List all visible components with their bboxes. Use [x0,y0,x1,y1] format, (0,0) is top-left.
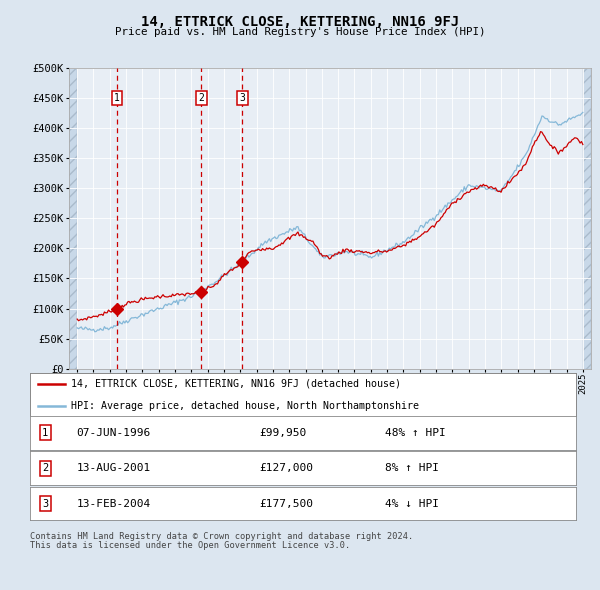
Text: 07-JUN-1996: 07-JUN-1996 [76,428,151,438]
Text: 8% ↑ HPI: 8% ↑ HPI [385,463,439,473]
Text: 3: 3 [239,93,245,103]
Text: £177,500: £177,500 [259,499,313,509]
Text: This data is licensed under the Open Government Licence v3.0.: This data is licensed under the Open Gov… [30,541,350,550]
Text: 13-AUG-2001: 13-AUG-2001 [76,463,151,473]
Text: 2: 2 [199,93,204,103]
Text: 1: 1 [114,93,120,103]
Text: 14, ETTRICK CLOSE, KETTERING, NN16 9FJ: 14, ETTRICK CLOSE, KETTERING, NN16 9FJ [141,15,459,29]
Text: £99,950: £99,950 [259,428,307,438]
Text: £127,000: £127,000 [259,463,313,473]
Text: Price paid vs. HM Land Registry's House Price Index (HPI): Price paid vs. HM Land Registry's House … [115,27,485,37]
Text: 13-FEB-2004: 13-FEB-2004 [76,499,151,509]
Text: Contains HM Land Registry data © Crown copyright and database right 2024.: Contains HM Land Registry data © Crown c… [30,532,413,541]
Text: 3: 3 [42,499,49,509]
Text: 48% ↑ HPI: 48% ↑ HPI [385,428,446,438]
Text: 14, ETTRICK CLOSE, KETTERING, NN16 9FJ (detached house): 14, ETTRICK CLOSE, KETTERING, NN16 9FJ (… [71,379,401,389]
Text: 2: 2 [42,463,49,473]
Text: 1: 1 [42,428,49,438]
Text: HPI: Average price, detached house, North Northamptonshire: HPI: Average price, detached house, Nort… [71,401,419,411]
Text: 4% ↓ HPI: 4% ↓ HPI [385,499,439,509]
